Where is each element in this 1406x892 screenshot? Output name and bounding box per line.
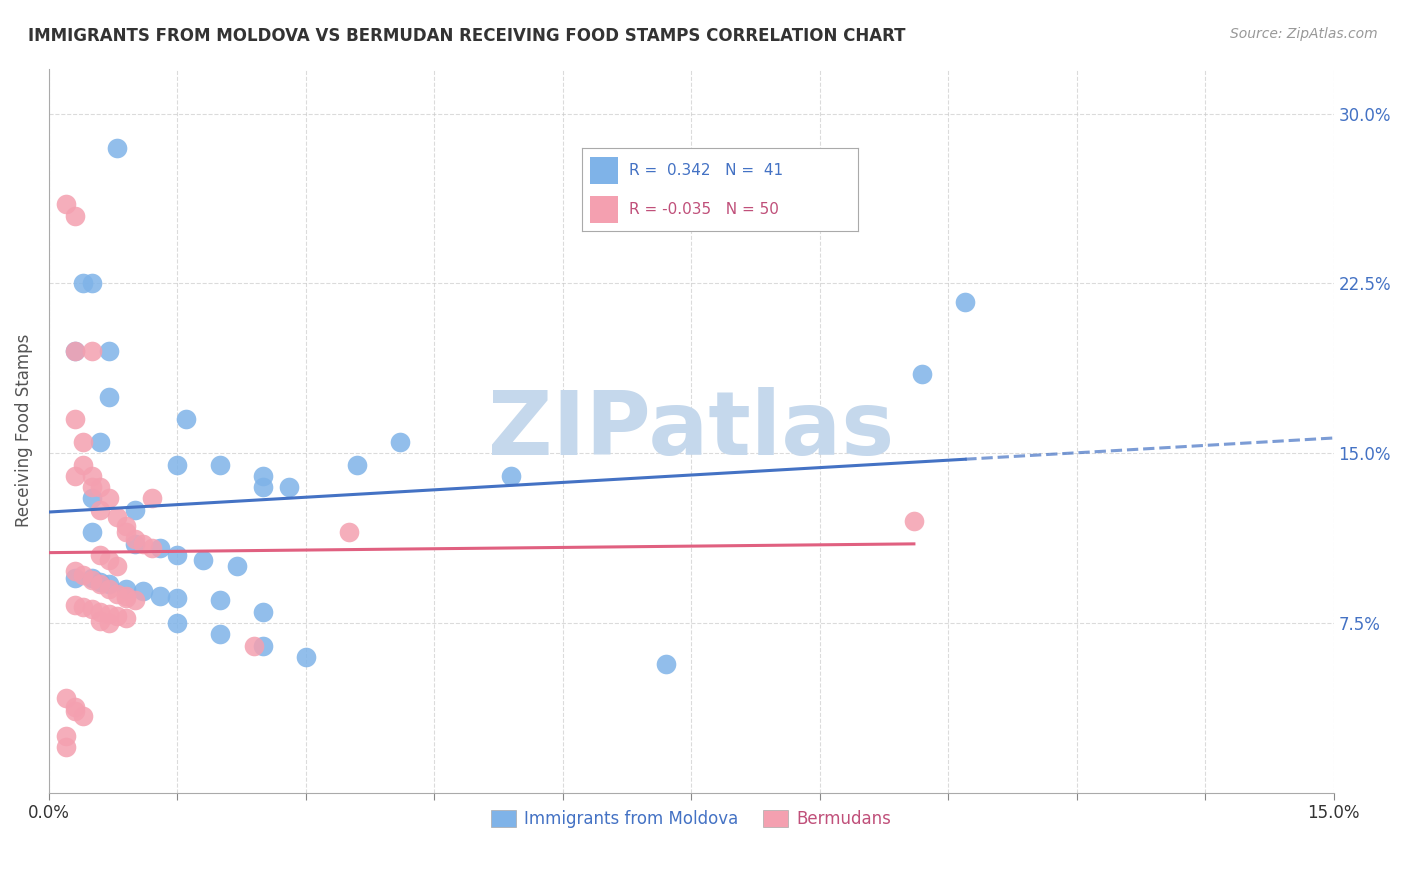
Point (389, 434, 412, 449)
Point (72, 600, 94, 615)
Point (97, 615, 120, 630)
Point (97, 607, 120, 621)
Point (80, 602, 103, 616)
Point (115, 525, 138, 540)
Point (501, 468, 523, 483)
Point (337, 525, 360, 540)
Point (209, 458, 232, 472)
Point (63, 344, 86, 359)
Point (72, 434, 94, 449)
Y-axis label: Receiving Food Stamps: Receiving Food Stamps (15, 334, 32, 527)
Text: ZIPatlas: ZIPatlas (488, 387, 894, 474)
Point (654, 657, 676, 671)
Point (191, 552, 214, 566)
Point (166, 591, 188, 605)
Point (226, 559, 249, 574)
Point (89, 605, 111, 619)
Point (132, 584, 155, 599)
Point (80, 525, 103, 540)
Point (80, 344, 103, 359)
Point (107, 559, 129, 574)
Point (107, 586, 129, 600)
Point (115, 611, 138, 625)
Point (89, 614, 111, 628)
Point (97, 577, 120, 591)
Point (89, 575, 111, 590)
Point (141, 541, 163, 556)
Point (115, 591, 138, 605)
Point (295, 649, 318, 664)
Point (115, 582, 138, 596)
Point (72, 458, 94, 472)
Point (346, 458, 368, 472)
Text: Source: ZipAtlas.com: Source: ZipAtlas.com (1230, 27, 1378, 41)
Point (174, 412, 197, 426)
Point (63, 571, 86, 585)
Point (107, 509, 129, 524)
Point (252, 605, 274, 619)
Point (166, 458, 188, 472)
Point (63, 704, 86, 718)
Point (63, 598, 86, 612)
Point (209, 627, 232, 641)
Point (115, 589, 138, 603)
Point (107, 141, 129, 155)
Point (80, 277, 103, 291)
Point (80, 573, 103, 587)
Point (124, 503, 146, 517)
Point (63, 699, 86, 714)
Point (63, 564, 86, 578)
Point (97, 552, 120, 566)
Point (72, 568, 94, 582)
Point (55, 197, 77, 211)
Point (141, 491, 163, 506)
Point (72, 708, 94, 723)
Point (166, 548, 188, 562)
Point (149, 589, 172, 603)
Point (149, 541, 172, 556)
Legend: Immigrants from Moldova, Bermudans: Immigrants from Moldova, Bermudans (484, 804, 898, 835)
Point (166, 615, 188, 630)
Point (80, 480, 103, 494)
Point (252, 639, 274, 653)
Point (903, 514, 925, 528)
Point (55, 740, 77, 755)
Point (80, 468, 103, 483)
Point (89, 548, 111, 562)
Point (63, 344, 86, 359)
Point (277, 480, 299, 494)
Point (97, 344, 120, 359)
Point (243, 639, 266, 653)
Point (80, 571, 103, 585)
Point (89, 577, 111, 591)
Point (252, 480, 274, 494)
Point (89, 434, 111, 449)
Point (252, 468, 274, 483)
Point (124, 593, 146, 607)
Point (97, 390, 120, 404)
Point (63, 209, 86, 223)
Point (72, 277, 94, 291)
Point (97, 582, 120, 596)
Point (911, 367, 934, 381)
Point (124, 537, 146, 551)
Point (55, 729, 77, 743)
Point (115, 518, 138, 533)
Point (107, 609, 129, 624)
Point (97, 491, 120, 506)
Point (132, 537, 155, 551)
Point (55, 690, 77, 705)
Point (89, 480, 111, 494)
Point (89, 503, 111, 517)
Point (124, 532, 146, 546)
Point (80, 491, 103, 506)
Point (209, 593, 232, 607)
Point (63, 468, 86, 483)
Point (955, 294, 977, 309)
Point (63, 412, 86, 426)
Text: IMMIGRANTS FROM MOLDOVA VS BERMUDAN RECEIVING FOOD STAMPS CORRELATION CHART: IMMIGRANTS FROM MOLDOVA VS BERMUDAN RECE… (28, 27, 905, 45)
